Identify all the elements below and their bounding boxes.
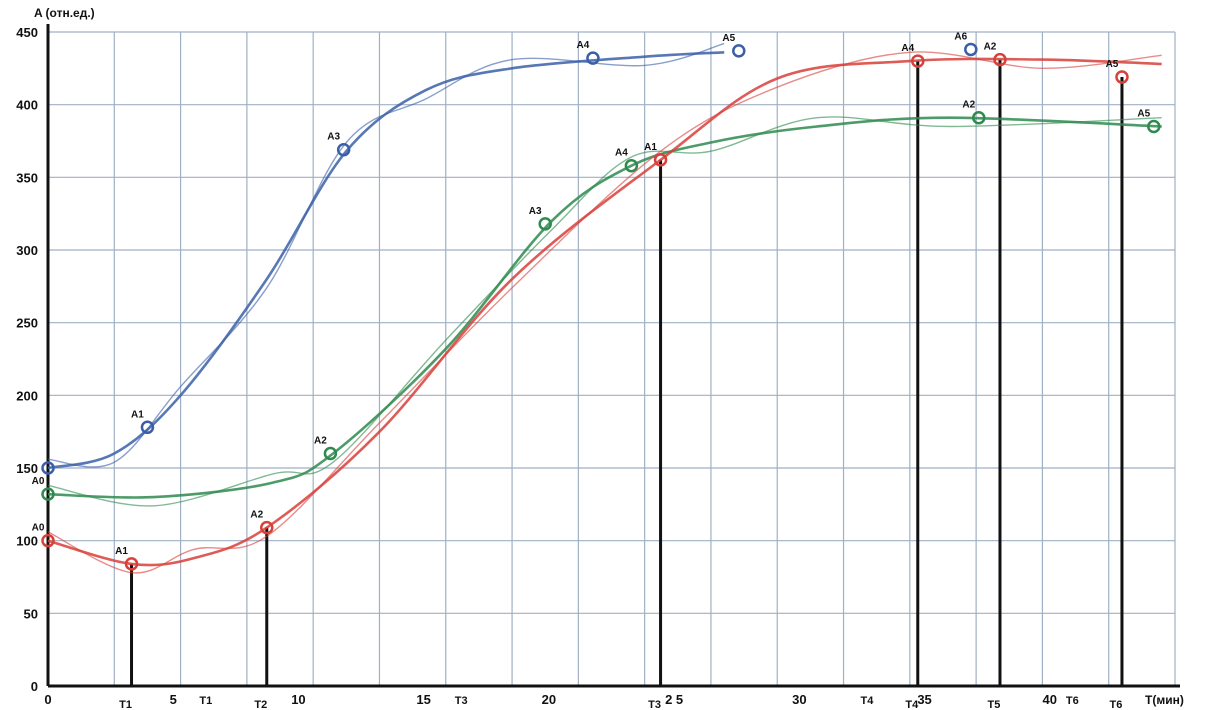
drop-lines: T1 T2 T3 T4 T5 T6 (119, 59, 1124, 710)
data-point-marker (624, 158, 639, 173)
data-point-marker (140, 420, 155, 435)
drop-line-label: T1 (119, 699, 132, 710)
drop-line-label: T5 (988, 699, 1001, 710)
x-tick-label: 40 (1043, 692, 1057, 707)
data-point-label: A1 (131, 409, 144, 420)
y-tick-label: 0 (31, 679, 38, 694)
series-line-secondary (47, 116, 1162, 507)
x-t-marker-label: T6 (1066, 695, 1079, 707)
x-t-marker-label: T4 (861, 695, 875, 707)
data-point-marker (336, 142, 351, 157)
data-point-label: A3 (529, 206, 542, 217)
data-point-label: A0 (32, 476, 45, 487)
y-axis-title: A (отн.ед.) (34, 6, 95, 20)
series-lines (47, 42, 1162, 574)
drop-line-label: T2 (254, 699, 267, 710)
series-line-secondary (47, 51, 1162, 574)
series-line (47, 116, 1162, 499)
data-point-label: A6 (954, 31, 967, 42)
x-tick-label: 10 (291, 692, 305, 707)
data-point-marker (972, 110, 986, 125)
y-tick-label: 200 (16, 388, 38, 403)
x-t-marker-label: T3 (455, 695, 468, 707)
x-tick-label: 5 (170, 692, 177, 707)
data-point-marker (1115, 70, 1129, 84)
data-point-label: A4 (577, 40, 590, 51)
y-tick-label: 300 (16, 243, 38, 258)
y-tick-label: 450 (16, 25, 38, 40)
drop-line-label: T3 (648, 699, 661, 710)
data-point-marker (911, 54, 925, 68)
data-point-marker (41, 487, 55, 501)
y-tick-label: 400 (16, 98, 38, 113)
series-line (47, 57, 1162, 567)
x-tick-label: 2 5 (665, 692, 683, 707)
series-line-secondary (47, 42, 725, 468)
point-markers (41, 42, 1161, 571)
data-point-marker (732, 44, 746, 58)
data-point-label: A2 (314, 435, 327, 446)
data-point-label: A4 (901, 43, 914, 54)
y-tick-label: 150 (16, 461, 38, 476)
data-point-marker (41, 533, 55, 548)
data-point-label: A5 (1137, 108, 1150, 119)
data-point-marker (653, 153, 668, 167)
data-point-marker (124, 557, 139, 571)
x-t-marker-label: T1 (199, 695, 212, 707)
y-tick-label: 100 (16, 534, 38, 549)
labels: A1 A3 A4 A5 A6 A0 A2 A3 A4 A2 A5 A0 A1 A2 A1 A4 A2 A5 (32, 31, 1151, 556)
data-point-label: A1 (644, 142, 657, 153)
data-point-label: A2 (962, 100, 975, 111)
data-point-label: A1 (115, 546, 128, 557)
data-point-label: A5 (722, 33, 735, 44)
data-point-marker (1147, 119, 1161, 134)
x-axis-title: T(мин) (1145, 693, 1184, 707)
x-tick-label: 0 (44, 692, 51, 707)
data-point-label: A2 (984, 42, 997, 53)
grid (47, 31, 1176, 687)
data-point-label: A3 (327, 132, 340, 143)
x-tick-label: 30 (792, 692, 806, 707)
data-point-label: A5 (1106, 59, 1119, 70)
data-point-marker (586, 51, 600, 65)
x-tick-label: 15 (416, 692, 430, 707)
data-point-marker (964, 42, 978, 57)
drop-line-label: T4 (905, 699, 919, 710)
y-tick-label: 250 (16, 316, 38, 331)
data-point-marker (260, 520, 274, 535)
data-point-marker (41, 461, 55, 475)
x-tick-label: 20 (542, 692, 556, 707)
y-tick-label: 350 (16, 170, 38, 185)
data-point-label: A4 (615, 148, 628, 159)
data-point-marker (993, 52, 1007, 67)
data-point-label: A0 (32, 523, 45, 534)
x-tick-label: 35 (917, 692, 931, 707)
data-point-marker (323, 446, 338, 461)
drop-line-label: T6 (1110, 699, 1123, 710)
data-point-label: A2 (250, 510, 263, 521)
data-point-marker (538, 217, 552, 231)
y-tick-label: 50 (24, 606, 38, 621)
